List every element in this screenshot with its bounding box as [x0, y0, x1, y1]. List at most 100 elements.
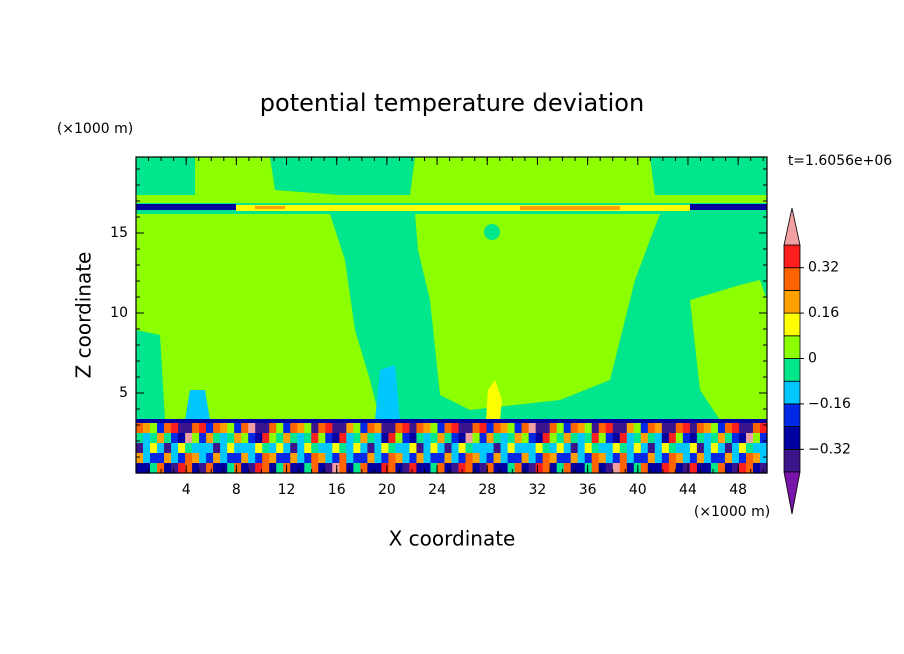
region	[605, 443, 614, 454]
region	[521, 443, 530, 454]
region	[136, 157, 767, 203]
region	[374, 453, 382, 464]
region	[549, 443, 558, 454]
region	[374, 423, 382, 434]
region	[570, 453, 579, 464]
region	[415, 214, 660, 410]
region	[500, 463, 509, 474]
region	[458, 423, 467, 434]
region	[367, 423, 375, 434]
region	[528, 463, 537, 474]
region	[311, 443, 319, 454]
region	[577, 453, 586, 464]
region	[304, 463, 312, 474]
region	[451, 433, 460, 444]
region	[535, 453, 544, 464]
region	[549, 453, 558, 464]
region	[619, 423, 628, 434]
y-axis-label: Z coordinate	[72, 252, 96, 379]
region	[206, 453, 214, 464]
region	[633, 423, 642, 434]
region	[654, 433, 663, 444]
region	[556, 433, 565, 444]
region	[486, 423, 495, 434]
region	[171, 433, 179, 444]
region	[605, 423, 614, 434]
region	[514, 453, 523, 464]
region	[696, 423, 705, 434]
region	[563, 443, 572, 454]
colorbar-box	[783, 267, 801, 291]
region	[318, 453, 326, 464]
region	[388, 443, 397, 454]
region	[626, 453, 635, 464]
region	[367, 463, 375, 474]
region	[206, 433, 214, 444]
region	[654, 443, 663, 454]
region	[647, 453, 656, 464]
region	[185, 433, 193, 444]
region	[185, 423, 193, 434]
region	[486, 443, 495, 454]
region	[150, 423, 158, 434]
region	[199, 443, 207, 454]
region	[234, 453, 242, 464]
region	[437, 443, 446, 454]
region	[703, 463, 712, 474]
region	[164, 453, 172, 464]
region	[745, 433, 754, 444]
region	[570, 463, 579, 474]
region	[717, 423, 726, 434]
region	[199, 433, 207, 444]
region	[493, 463, 502, 474]
region	[437, 453, 446, 464]
region	[451, 423, 460, 434]
region	[752, 463, 761, 474]
region	[220, 423, 228, 434]
region	[220, 463, 228, 474]
region	[465, 433, 474, 444]
region	[703, 453, 712, 464]
region	[724, 433, 733, 444]
region	[276, 423, 284, 434]
region	[234, 433, 242, 444]
region	[269, 453, 277, 464]
region	[472, 443, 481, 454]
region	[283, 443, 291, 454]
region	[381, 433, 389, 444]
x-axis-label: X coordinate	[389, 527, 516, 551]
region	[486, 380, 502, 420]
region	[563, 453, 572, 464]
time-label: t=1.6056e+06	[788, 153, 892, 169]
region	[682, 463, 691, 474]
region	[164, 443, 172, 454]
colorbar-tick-label: −0.16	[808, 396, 851, 412]
region	[381, 453, 389, 464]
region	[136, 419, 767, 423]
region	[346, 433, 354, 444]
region	[339, 463, 347, 474]
region	[178, 453, 186, 464]
region	[236, 205, 690, 211]
region	[591, 423, 600, 434]
region	[353, 423, 361, 434]
region	[409, 463, 418, 474]
region	[486, 433, 495, 444]
region	[717, 443, 726, 454]
region	[682, 433, 691, 444]
region	[640, 433, 649, 444]
region	[227, 443, 235, 454]
region	[472, 463, 481, 474]
region	[283, 433, 291, 444]
region	[703, 433, 712, 444]
region	[206, 423, 214, 434]
region	[444, 433, 453, 444]
region	[584, 433, 593, 444]
region	[241, 423, 249, 434]
region	[136, 443, 144, 454]
region	[500, 453, 509, 464]
region	[318, 443, 326, 454]
region	[703, 423, 712, 434]
region	[374, 443, 382, 454]
region	[633, 433, 642, 444]
